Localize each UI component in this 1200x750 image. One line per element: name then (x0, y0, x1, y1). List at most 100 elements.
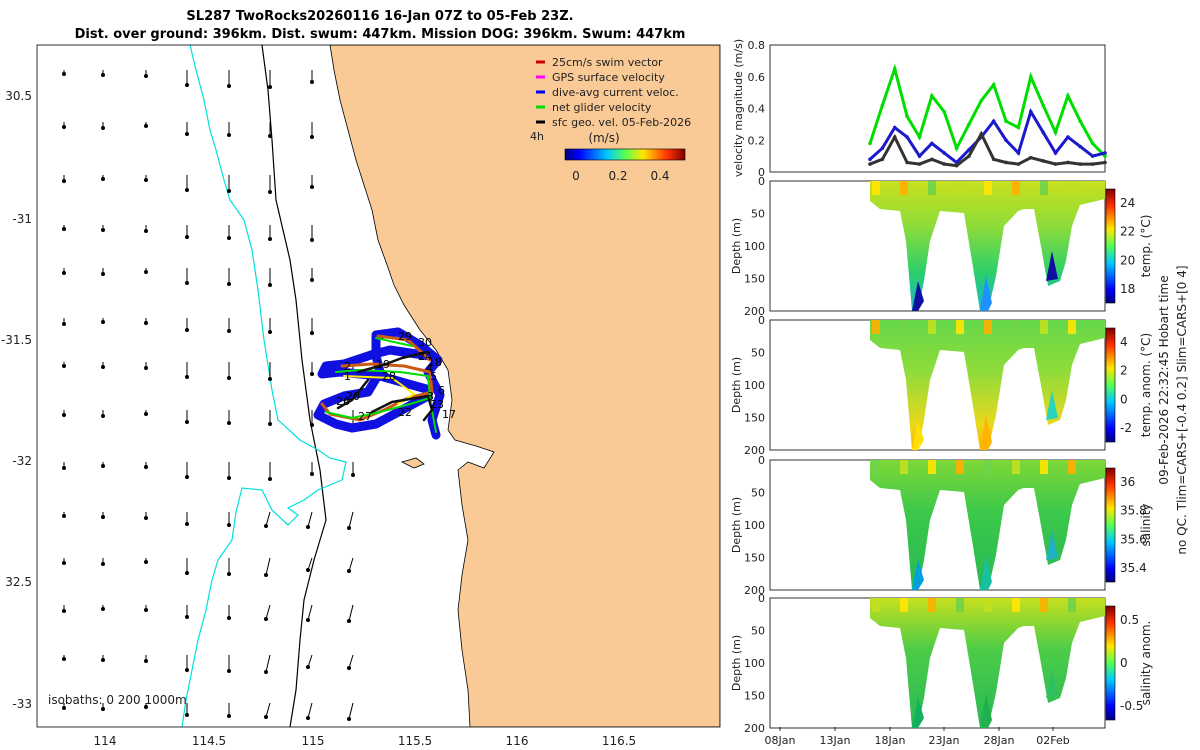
arrow-shaft (348, 702, 354, 720)
arrow-shaft (307, 654, 313, 668)
arrow-shaft (265, 654, 271, 673)
track-label: 6 (438, 384, 445, 397)
section-colorbar (1105, 188, 1116, 304)
map-legend: 25cm/s swim vector GPS surface velocity di… (536, 56, 691, 129)
section-surface-patch (928, 598, 936, 612)
section-cbar-tick: 35.6 (1120, 532, 1147, 546)
velocity-point (1028, 109, 1033, 114)
velocity-point (880, 103, 885, 108)
velocity-series (868, 63, 1107, 168)
section-deep-1 (912, 698, 924, 728)
arrow-head (101, 126, 105, 130)
arrow-head (185, 571, 189, 575)
arrow-shaft (348, 557, 354, 572)
track-label: 19 (376, 358, 390, 371)
velocity-point (991, 157, 996, 162)
arrow-head (227, 714, 231, 718)
isobath-200m (261, 45, 327, 727)
arrow-head (310, 278, 314, 282)
velocity-colorbar (564, 148, 686, 161)
arrow-head (144, 659, 148, 663)
section-cbar-tick: 0.5 (1120, 613, 1139, 627)
arrow-head (144, 74, 148, 78)
velocity-point (1078, 162, 1083, 166)
section-cbar-tick: 2 (1120, 364, 1128, 378)
arrow-head (306, 716, 310, 720)
section-fill (870, 320, 1105, 450)
arrow-head (62, 322, 66, 326)
section-deep-1 (912, 420, 924, 450)
arrow-shaft (307, 702, 313, 719)
velocity-point (1103, 151, 1107, 155)
track-label: 2 (344, 360, 351, 373)
colorbar-tick-1: 0.2 (608, 169, 627, 183)
section-cbar-label: temp. (°C) (1139, 215, 1153, 278)
section-cbar-tick: 36 (1120, 475, 1135, 489)
lat-tick: 30.5 (5, 89, 32, 103)
arrow-head (268, 422, 272, 426)
side-note-qc: no QC. Tlim=CARS+[-0.4 0.2] Slim=CARS+[0… (1175, 265, 1189, 554)
velocity-point (1090, 141, 1095, 146)
arrow-head (185, 522, 189, 526)
section-surface-patch (1068, 598, 1076, 612)
arrow-head (185, 83, 189, 87)
section-ytick: 100 (744, 240, 765, 253)
arrow-head (264, 670, 268, 674)
arrow-head (227, 84, 231, 88)
arrow-head (62, 413, 66, 417)
arrow-head (347, 619, 351, 623)
section-deep-2 (980, 693, 992, 728)
arrow-head (347, 569, 351, 573)
velocity-ytick: 0.6 (748, 71, 766, 84)
arrow-head (185, 668, 189, 672)
velocity-point (930, 141, 934, 146)
velocity-point (1066, 135, 1070, 139)
section-colorbar (1105, 605, 1116, 721)
colorbar-tick-2: 0.4 (650, 169, 669, 183)
arrow-head (306, 525, 310, 529)
velocity-point (979, 132, 984, 136)
lon-tick: 114.5 (192, 734, 226, 748)
legend-label: dive-avg current veloc. (552, 86, 679, 99)
arrow-shaft (348, 511, 354, 529)
section-ylabel: Depth (m) (730, 218, 743, 274)
arrow-head (227, 189, 231, 193)
arrow-head (62, 72, 66, 76)
arrow-head (264, 573, 268, 577)
arrow-head (101, 515, 105, 519)
section-cbar-tick: -2 (1120, 421, 1132, 435)
section-surface-patch (1012, 181, 1020, 195)
velocity-y-ticks: 0 0.2 0.4 0.6 0.8 (748, 39, 766, 179)
arrow-head (62, 657, 66, 661)
section-surface-patch (900, 181, 908, 195)
velocity-point (991, 82, 996, 87)
section-surface-patch (956, 460, 964, 474)
velocity-ytick: 0.2 (748, 134, 766, 147)
section-ytick: 150 (744, 552, 765, 565)
velocity-point (1103, 160, 1107, 165)
track-label: 1 (344, 370, 351, 383)
section-ytick: 200 (744, 584, 765, 597)
velocity-point (917, 162, 922, 166)
velocity-point (942, 151, 947, 155)
arrow-head (144, 178, 148, 182)
section-ytick: 200 (744, 722, 765, 735)
arrow-head (310, 423, 314, 427)
lon-tick: 116 (506, 734, 529, 748)
scale-label: 4h (530, 130, 544, 143)
arrow-head (268, 190, 272, 194)
section-ytick: 50 (751, 487, 765, 500)
velocity-point (1078, 119, 1083, 123)
legend-label: GPS surface velocity (552, 71, 665, 84)
velocity-point (991, 119, 996, 123)
velocity-point (954, 163, 959, 168)
arrow-head (268, 477, 272, 481)
map-lon-ticks: 114 114.5 115 115.5 116 116.5 (94, 734, 637, 748)
island (400, 457, 425, 469)
lat-tick: 32.5 (5, 575, 32, 589)
section-surface-patch (900, 598, 908, 612)
track-label: 18 (428, 356, 442, 369)
velocity-point (1066, 94, 1070, 98)
section-panel: 4 2 0 -2 temp. anom. (°C) 0 50 100 150 200 Depth (… (730, 314, 1153, 457)
section-surface-patch (1040, 320, 1048, 334)
